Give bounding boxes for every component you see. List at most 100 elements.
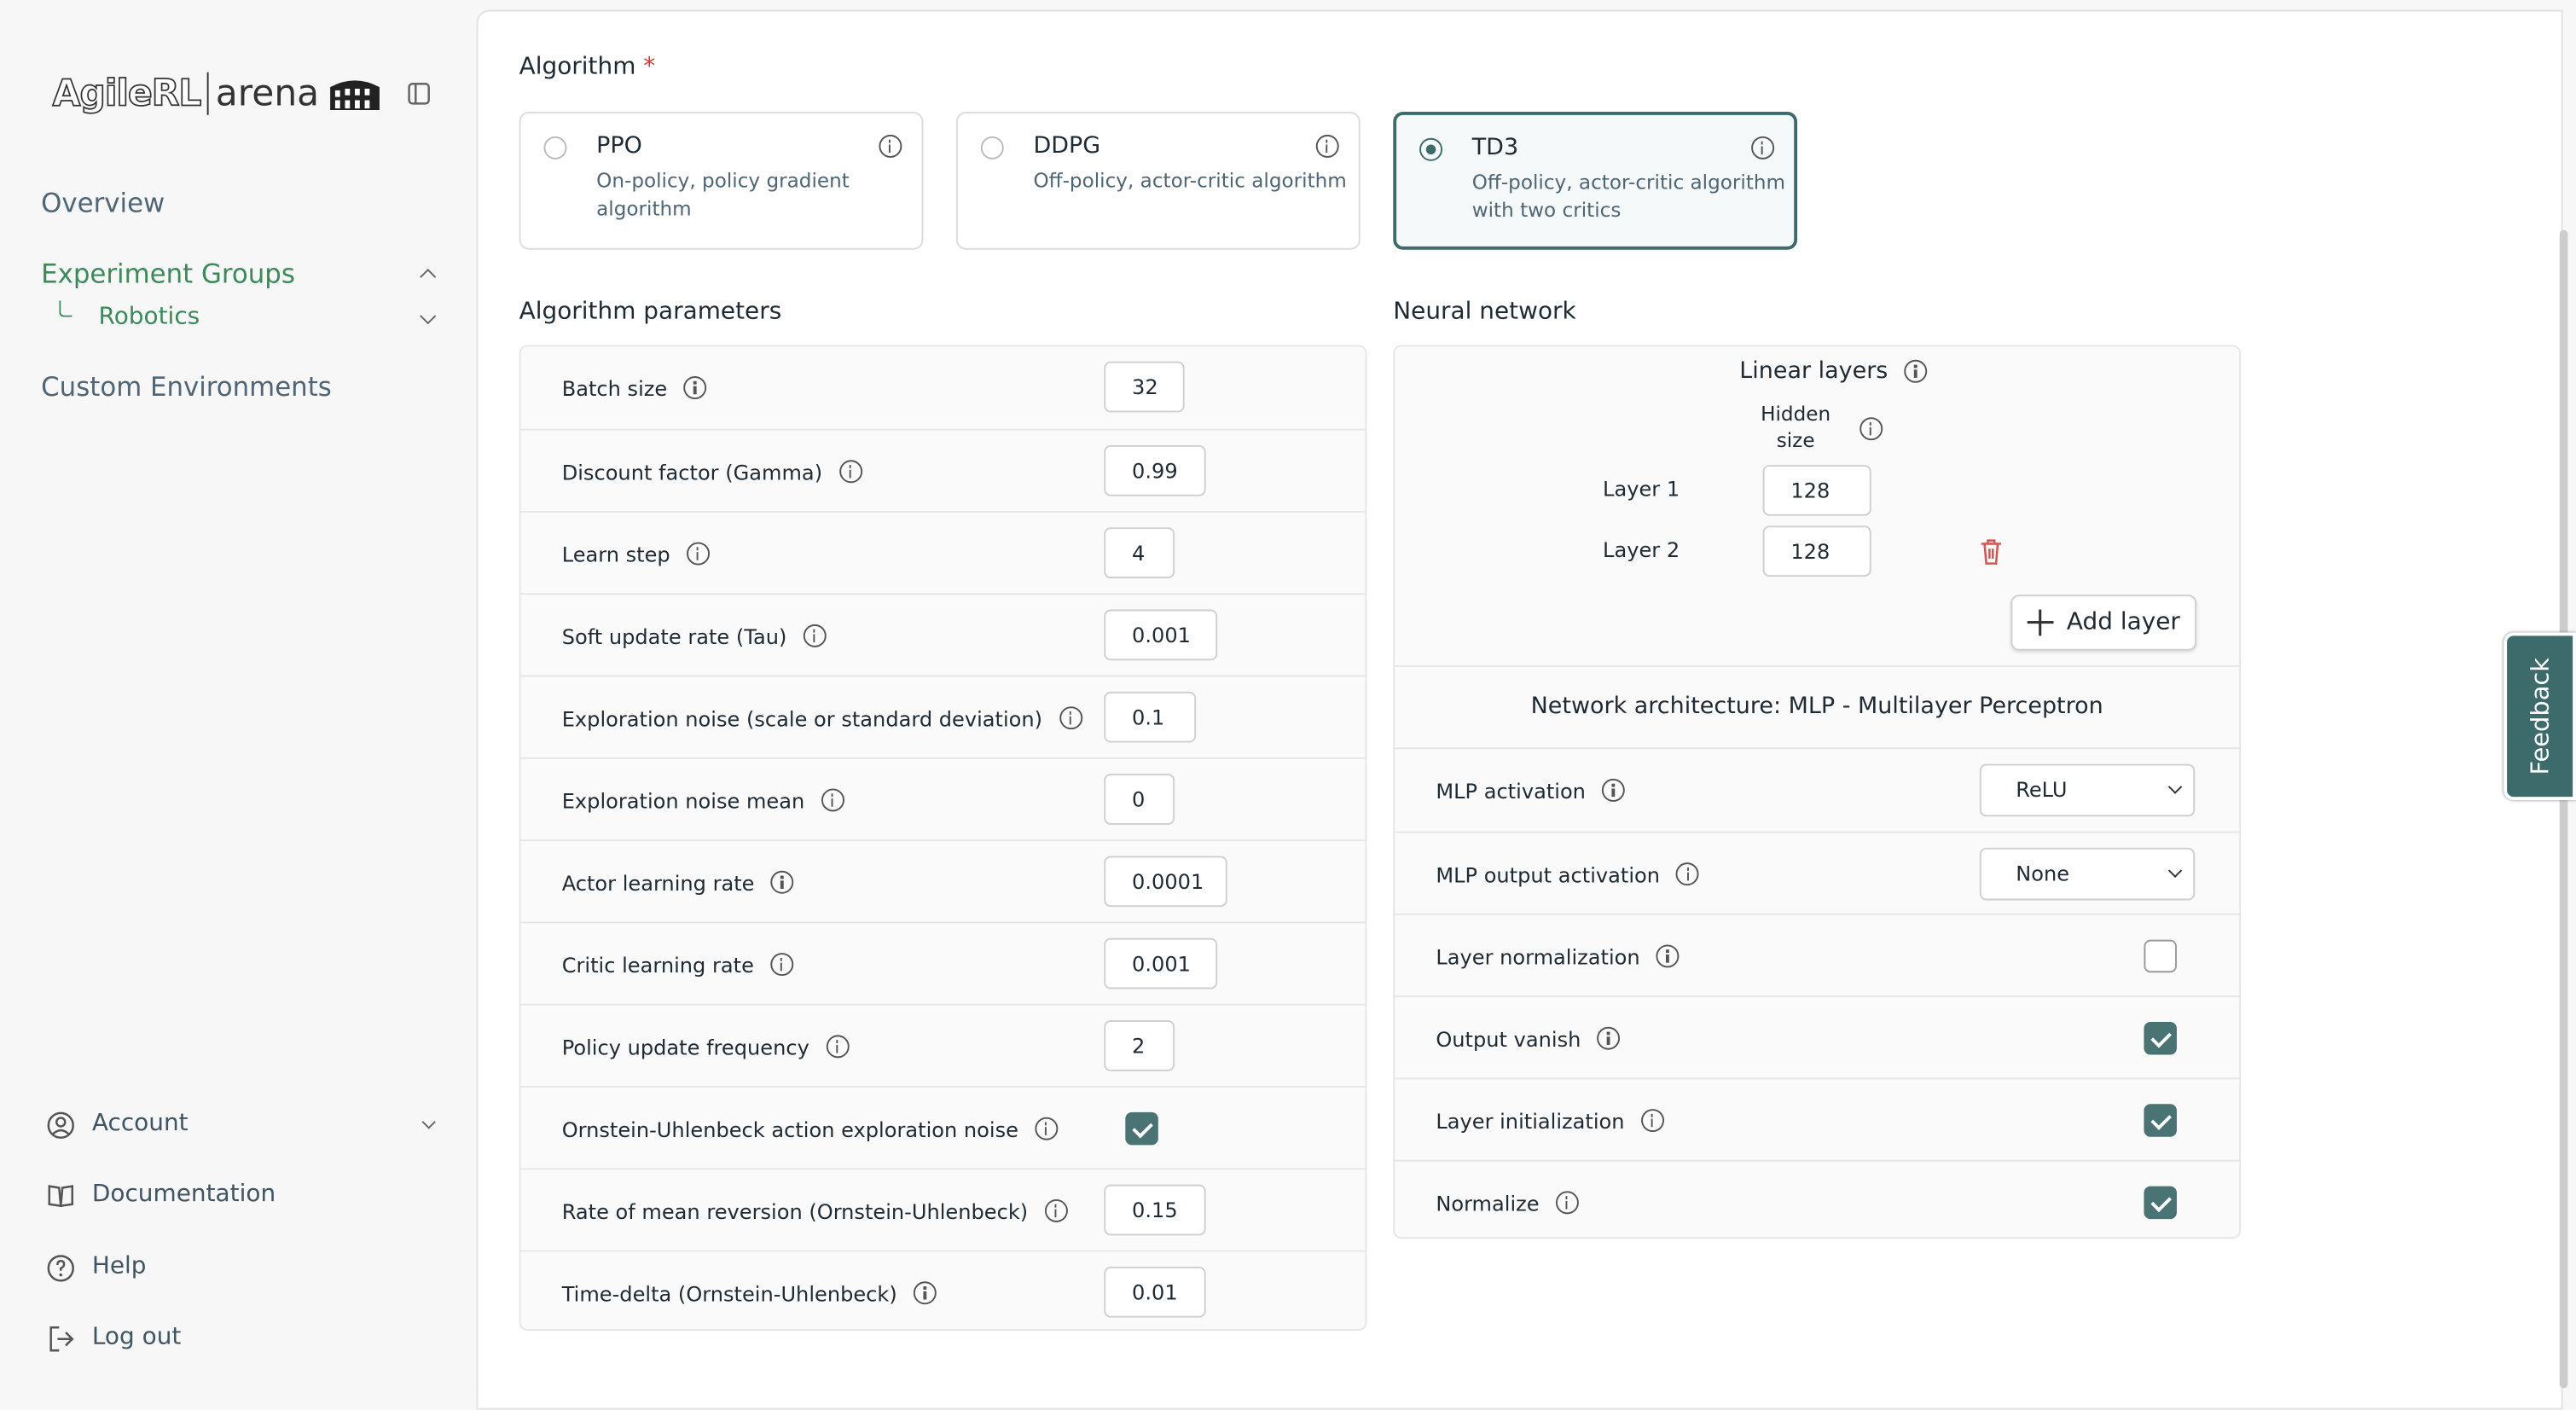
info-icon[interactable] <box>1904 359 1928 383</box>
layer-input[interactable]: 128 <box>1762 525 1871 577</box>
param-label: Batch size <box>562 346 707 428</box>
layer-label: Layer 1 <box>1603 476 1680 502</box>
param-input[interactable]: 32 <box>1104 361 1185 413</box>
info-icon[interactable] <box>1676 862 1700 886</box>
algorithm-card[interactable]: PPO On-policy, policy gradient algorithm <box>519 111 924 250</box>
chevron[interactable] <box>420 308 437 325</box>
nav-item[interactable]: Experiment Groups <box>41 258 295 289</box>
select[interactable]: None <box>1979 847 2196 901</box>
info-icon[interactable] <box>1035 1117 1059 1140</box>
nav-item[interactable]: Help <box>91 1253 147 1280</box>
param-label-text: Ornstein-Uhlenbeck action exploration no… <box>561 1116 1018 1141</box>
chevron[interactable] <box>420 269 437 286</box>
nav-item[interactable]: Overview <box>41 187 165 219</box>
info-icon[interactable] <box>1597 1026 1621 1050</box>
param-input[interactable]: 4 <box>1104 527 1175 578</box>
algorithm-card[interactable]: TD3 Off-policy, actor-critic algorithm wi… <box>1393 111 1798 250</box>
param-input[interactable]: 0.15 <box>1104 1184 1206 1236</box>
colosseum-icon <box>330 80 380 111</box>
param-input[interactable]: 0 <box>1104 774 1175 825</box>
param-input[interactable]: 0.001 <box>1104 937 1217 989</box>
info-icon[interactable] <box>821 788 844 812</box>
nav-item[interactable]: Documentation <box>91 1181 276 1208</box>
info-icon[interactable] <box>1602 778 1626 802</box>
param-label: Time-delta (Ornstein-Uhlenbeck) <box>562 1252 937 1334</box>
info-icon[interactable] <box>838 460 862 484</box>
nav-item[interactable]: Log out <box>91 1324 182 1351</box>
nn-heading: Neural network <box>1393 299 1576 326</box>
tree-connector <box>59 300 73 317</box>
param-row: Soft update rate (Tau) 0.001 <box>520 593 1366 676</box>
nn-row: Output vanish <box>1395 995 2240 1079</box>
param-input[interactable]: 0.99 <box>1104 444 1206 496</box>
param-label-text: Critic learning rate <box>561 952 754 978</box>
param-label: Actor learning rate <box>562 841 794 923</box>
info-icon[interactable] <box>686 542 710 566</box>
select[interactable]: ReLU <box>1979 763 2196 817</box>
info-icon[interactable] <box>826 1035 850 1059</box>
param-label-text: Discount factor (Gamma) <box>561 459 823 485</box>
nav-icon <box>48 1185 73 1208</box>
info-icon[interactable] <box>683 376 707 400</box>
param-row: Rate of mean reversion (Ornstein-Uhlenbe… <box>520 1168 1366 1251</box>
info-icon[interactable] <box>1656 944 1680 968</box>
algorithm-card[interactable]: DDPG Off-policy, actor-critic algorithm <box>955 111 1361 250</box>
param-label: Critic learning rate <box>561 923 794 1005</box>
info-icon[interactable] <box>1555 1191 1579 1215</box>
radio[interactable] <box>543 136 567 160</box>
nn-label-text: Layer initialization <box>1436 1108 1625 1133</box>
checkbox[interactable] <box>1125 1111 1158 1146</box>
algorithm-description: Off-policy, actor-critic algorithm <box>1033 169 1347 193</box>
checkbox[interactable] <box>2144 939 2177 973</box>
chevron[interactable] <box>421 1115 436 1129</box>
layer-input[interactable]: 128 <box>1762 465 1871 516</box>
radio[interactable] <box>980 136 1004 160</box>
info-icon[interactable] <box>914 1281 937 1305</box>
nn-label-text: Normalize <box>1436 1190 1540 1216</box>
delete-layer[interactable] <box>1980 539 2003 566</box>
nn-panel: Linear layers Hidden size Layer 1 128 Layer … <box>1393 345 2242 1239</box>
nav-item[interactable]: Custom Environments <box>41 371 332 403</box>
param-label: Soft update rate (Tau) <box>562 595 827 676</box>
nav-icon <box>49 1326 74 1352</box>
param-row: Time-delta (Ornstein-Uhlenbeck) 0.01 <box>520 1250 1366 1334</box>
algorithm-description: Off-policy, actor-critic algorithm with … <box>1471 171 1786 223</box>
nn-label-text: Layer normalization <box>1436 943 1640 969</box>
algorithm-name: DDPG <box>1033 133 1101 160</box>
nn-label: Normalize <box>1436 1162 1579 1244</box>
plus-icon <box>2027 609 2054 636</box>
info-icon[interactable] <box>1315 134 1339 158</box>
sidebar-toggle[interactable] <box>408 82 431 105</box>
info-icon[interactable] <box>803 624 827 647</box>
param-input[interactable]: 0.001 <box>1104 609 1217 661</box>
param-label-text: Exploration noise mean <box>561 787 805 813</box>
algorithm-name: PPO <box>596 133 642 160</box>
info-icon[interactable] <box>770 953 794 977</box>
feedback-tab[interactable]: Feedback <box>2503 632 2576 800</box>
param-input[interactable]: 0.01 <box>1104 1266 1206 1318</box>
hidden-size-label: Hidden size <box>1761 402 1831 452</box>
info-icon[interactable] <box>770 870 794 894</box>
checkbox[interactable] <box>2144 1186 2177 1220</box>
info-icon[interactable] <box>1059 706 1082 730</box>
param-input[interactable]: 0.0001 <box>1104 856 1227 908</box>
add-layer-button[interactable]: Add layer <box>2010 595 2197 651</box>
param-label: Rate of mean reversion (Ornstein-Uhlenbe… <box>562 1169 1068 1251</box>
checkbox[interactable] <box>2144 1021 2177 1055</box>
checkbox[interactable] <box>2144 1104 2177 1137</box>
nn-label: MLP activation <box>1436 749 1626 831</box>
info-icon[interactable] <box>879 134 902 158</box>
param-row: Exploration noise mean 0 <box>520 757 1366 841</box>
nn-row: MLP output activation None <box>1395 831 2240 915</box>
nn-label: MLP output activation <box>1436 833 1700 914</box>
param-input[interactable]: 0.1 <box>1104 691 1196 743</box>
param-input[interactable]: 2 <box>1104 1020 1175 1071</box>
info-icon[interactable] <box>1859 417 1883 441</box>
info-icon[interactable] <box>1640 1109 1664 1133</box>
info-icon[interactable] <box>1751 136 1775 160</box>
nav-item[interactable]: Account <box>91 1110 189 1137</box>
radio[interactable] <box>1419 137 1443 161</box>
info-icon[interactable] <box>1044 1198 1068 1222</box>
nav-item[interactable]: Robotics <box>98 304 200 331</box>
